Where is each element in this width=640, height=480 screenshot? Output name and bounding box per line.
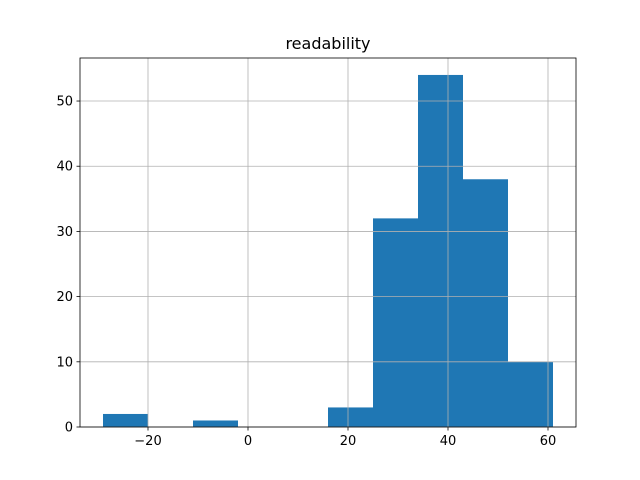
bar [103,413,148,427]
bar [508,361,553,427]
chart-title: readability [285,34,370,53]
plot-frame [79,57,577,428]
bar [463,179,508,427]
x-tick-label: 20 [340,434,357,449]
y-tick-label: 30 [56,225,73,240]
x-tick-label: 0 [244,434,252,449]
x-tick-label: −20 [134,434,161,449]
y-tick-label: 20 [56,290,73,305]
bar [328,407,373,427]
y-tick-label: 40 [56,160,73,175]
bar [418,74,463,427]
x-tick-label: 40 [440,434,457,449]
bar [373,218,418,427]
y-tick-label: 0 [65,421,73,436]
y-tick-label: 50 [56,95,73,110]
y-tick-label: 10 [56,355,73,370]
x-tick-label: 60 [540,434,557,449]
bar [193,420,238,427]
